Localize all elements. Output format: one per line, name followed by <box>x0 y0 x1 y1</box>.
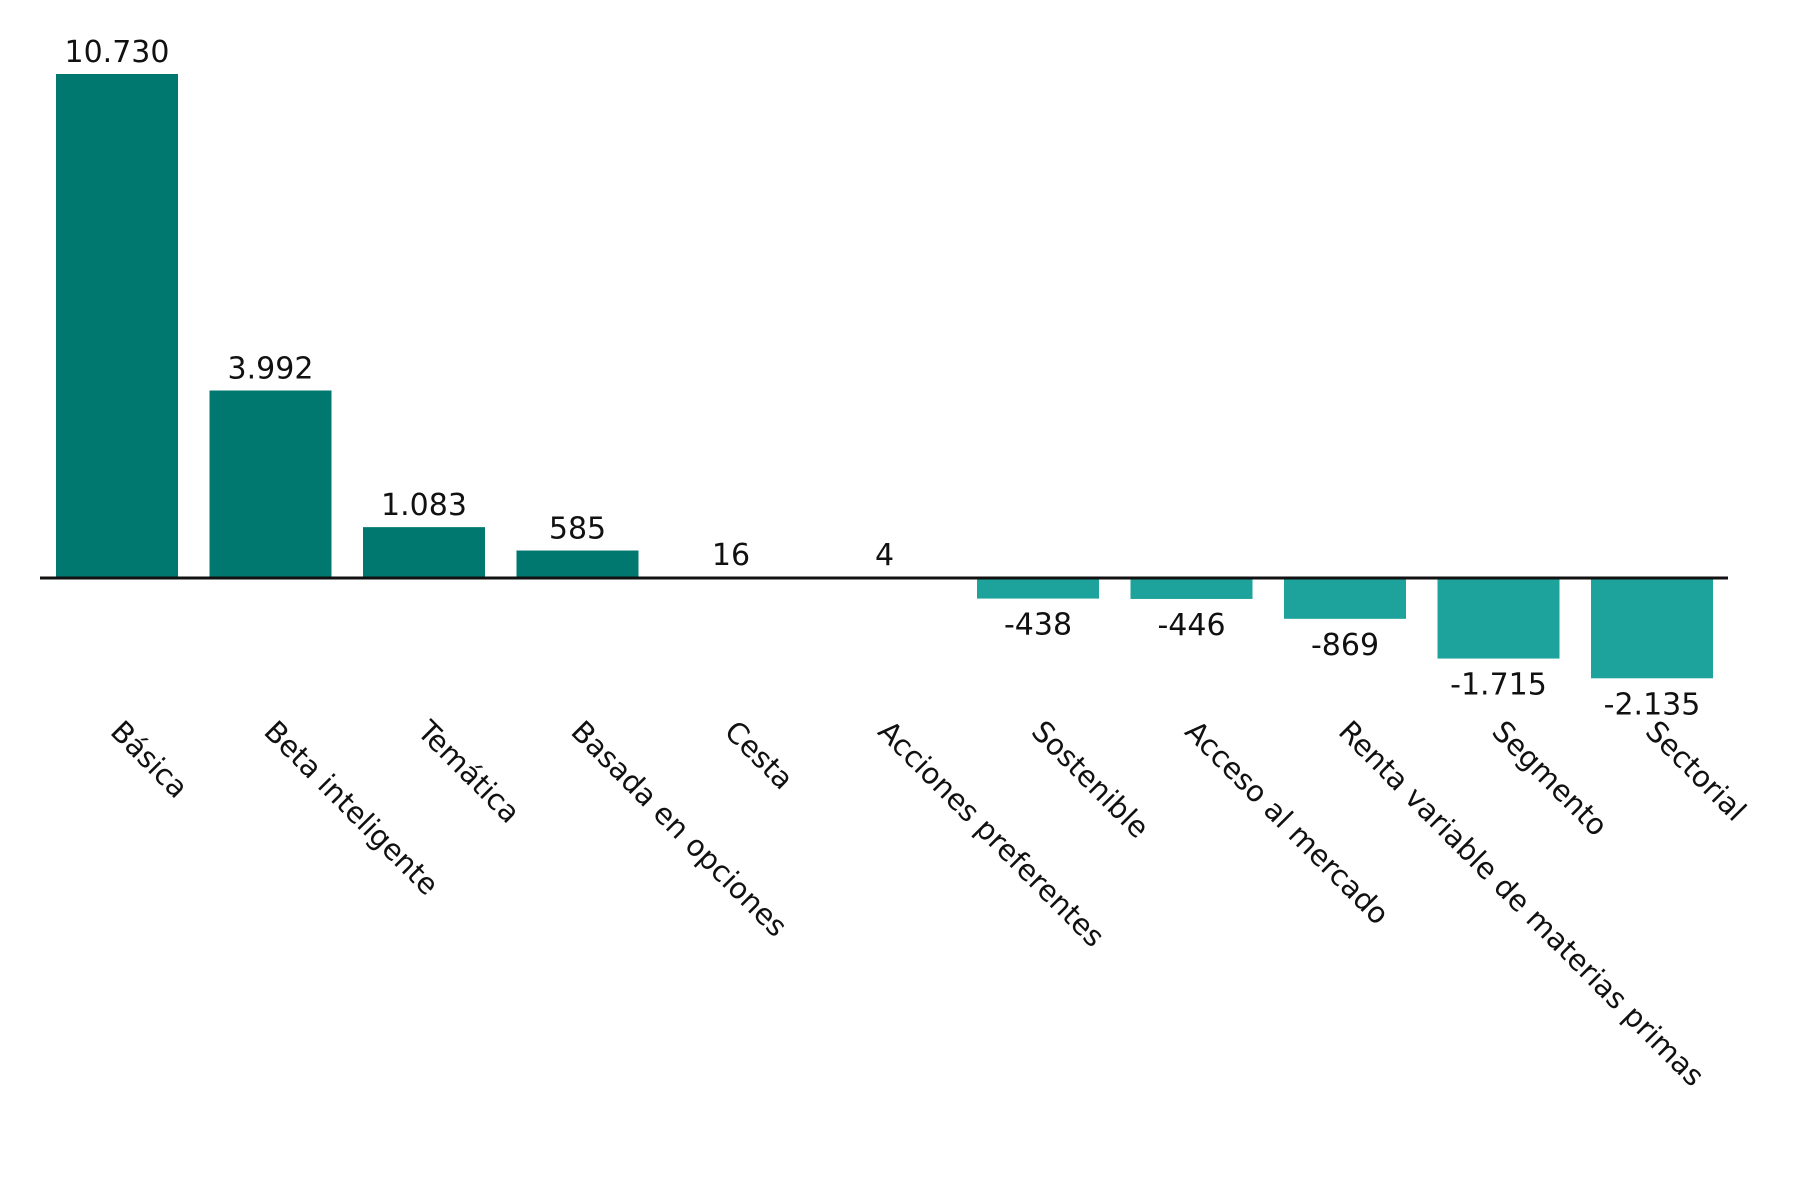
bar <box>1591 578 1713 679</box>
bar <box>1284 578 1406 619</box>
category-label: Sostenible <box>1025 714 1156 845</box>
data-label: -1.715 <box>1450 668 1547 703</box>
category-label: Segmento <box>1486 714 1615 843</box>
data-label: 1.083 <box>381 488 467 523</box>
bar <box>363 527 485 578</box>
data-label: 16 <box>712 538 750 573</box>
data-label: -2.135 <box>1604 687 1701 722</box>
bar <box>1437 578 1560 659</box>
data-label: -438 <box>1004 608 1072 643</box>
category-label: Sectorial <box>1639 714 1753 828</box>
bar <box>516 550 639 578</box>
bar <box>1130 578 1253 599</box>
bar <box>977 578 1099 599</box>
bar <box>209 390 332 578</box>
bar <box>56 74 178 578</box>
category-label: Básica <box>104 714 195 805</box>
data-label: -446 <box>1157 608 1225 643</box>
data-label: 585 <box>549 512 606 547</box>
category-label: Cesta <box>718 714 800 796</box>
data-label: -869 <box>1311 628 1379 663</box>
category-label: Temática <box>410 713 527 830</box>
data-label: 10.730 <box>65 35 170 70</box>
data-label: 3.992 <box>228 351 314 386</box>
data-label: 4 <box>875 538 894 573</box>
